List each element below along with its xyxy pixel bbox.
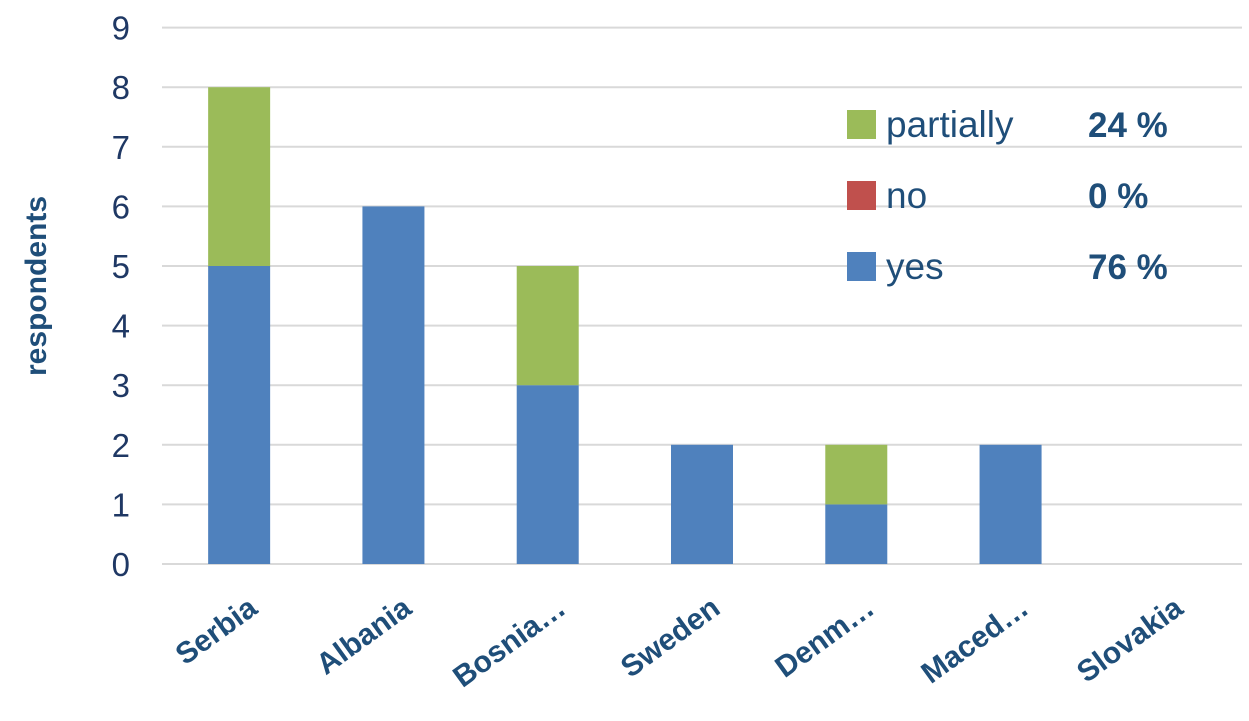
- legend: partially 24 % no 0 % yes 76 %: [847, 104, 1168, 287]
- legend-swatch-no: [847, 181, 876, 210]
- y-tick-label: 3: [112, 367, 130, 404]
- y-tick-label: 6: [112, 188, 130, 225]
- y-tick-label: 8: [112, 69, 130, 106]
- bar-segment-yes: [671, 444, 733, 564]
- bar-segment-partially: [825, 444, 888, 505]
- x-category-label: Denm…: [769, 591, 880, 684]
- gridlines: [162, 26, 1242, 565]
- y-tick-label: 7: [112, 129, 130, 166]
- bar-segment-yes: [362, 206, 425, 564]
- bar-segment-yes: [516, 385, 579, 564]
- legend-label-yes: yes: [886, 246, 944, 287]
- x-category-label: Slovakia: [1071, 591, 1189, 689]
- x-axis-categories: Serbia Albania Bosnia… Sweden Denm… Maced… Slo…: [170, 591, 1190, 694]
- x-category-label: Bosnia…: [447, 591, 572, 694]
- legend-label-no: no: [886, 175, 927, 216]
- y-tick-label: 2: [112, 427, 130, 464]
- bar-segment-partially: [516, 266, 579, 386]
- bars: [208, 87, 1042, 564]
- x-category-label: Maced…: [915, 591, 1034, 690]
- bar-segment-yes: [979, 444, 1042, 564]
- legend-label-partially: partially: [886, 104, 1014, 145]
- bar-segment-yes: [825, 504, 888, 564]
- legend-percent-partially: 24 %: [1088, 106, 1168, 145]
- x-category-label: Serbia: [170, 591, 264, 672]
- y-tick-label: 1: [112, 486, 130, 523]
- bar-segment-partially: [208, 87, 271, 266]
- x-category-label: Sweden: [615, 591, 726, 684]
- legend-swatch-yes: [847, 252, 876, 281]
- y-tick-label: 9: [112, 10, 130, 47]
- y-tick-label: 5: [112, 248, 130, 285]
- y-axis-ticks: 0 1 2 3 4 5 6 7 8 9: [112, 10, 130, 583]
- legend-swatch-partially: [847, 110, 876, 139]
- legend-percent-yes: 76 %: [1088, 248, 1168, 287]
- bar-segment-yes: [208, 266, 271, 564]
- legend-percent-no: 0 %: [1088, 177, 1148, 216]
- y-axis-title: respondents: [20, 196, 53, 376]
- y-tick-label: 4: [112, 308, 130, 345]
- y-tick-label: 0: [112, 546, 130, 583]
- x-category-label: Albania: [310, 591, 417, 682]
